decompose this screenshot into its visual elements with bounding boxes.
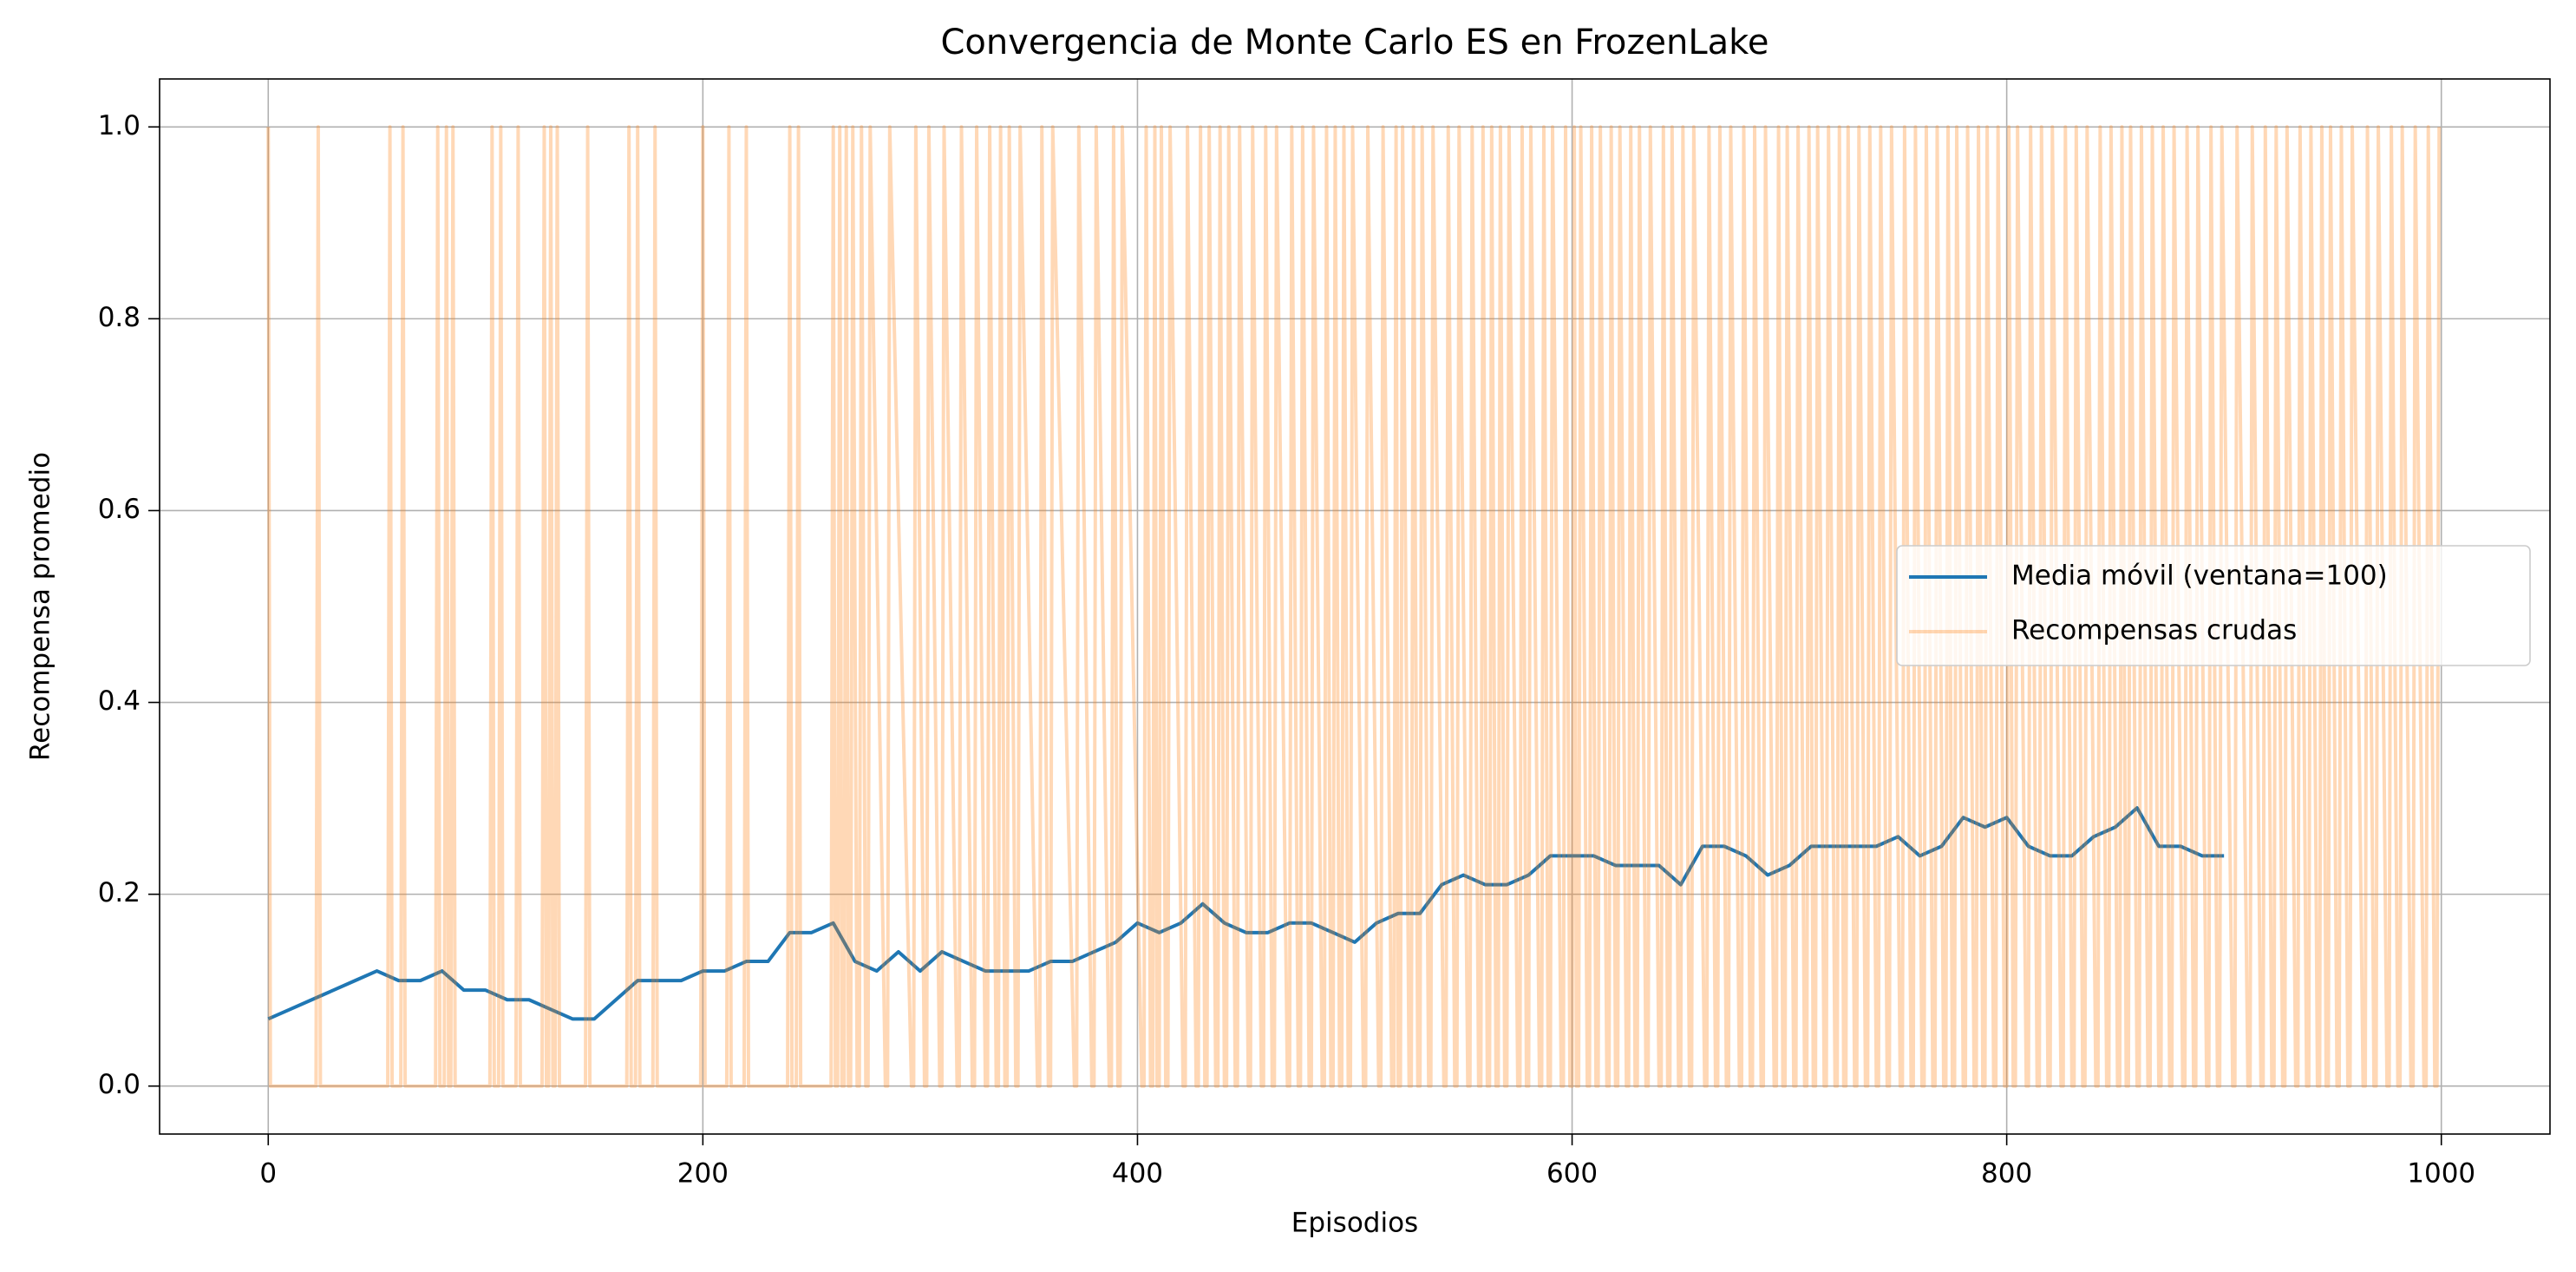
- series-line: [267, 806, 2225, 1021]
- plot-frame: [159, 78, 2551, 1135]
- x-tick-label: 600: [1546, 1158, 1598, 1190]
- y-axis-label: Recompensa promedio: [25, 452, 56, 761]
- y-tick-label: 0.4: [98, 685, 141, 717]
- y-tick-label: 0.0: [98, 1069, 141, 1100]
- legend-label: Recompensas crudas: [2011, 615, 2297, 646]
- x-tick-label: 1000: [2407, 1158, 2475, 1190]
- x-tick-label: 400: [1112, 1158, 1163, 1190]
- y-tick-label: 0.8: [98, 302, 141, 333]
- y-tick-label: 0.2: [98, 877, 141, 908]
- y-tick-label: 0.6: [98, 494, 141, 525]
- chart-title: Convergencia de Monte Carlo ES en Frozen…: [941, 23, 1769, 62]
- legend-label: Media móvil (ventana=100): [2011, 561, 2388, 592]
- y-tick-label: 1.0: [98, 110, 141, 141]
- x-tick-label: 200: [677, 1158, 729, 1190]
- x-tick-label: 0: [259, 1158, 277, 1190]
- x-tick-label: 800: [1981, 1158, 2032, 1190]
- legend: Media móvil (ventana=100) Recompensas cru…: [1896, 545, 2531, 666]
- grid: [160, 79, 2550, 1134]
- x-axis-label: Episodios: [1291, 1208, 1418, 1239]
- legend-box: [1896, 545, 2531, 666]
